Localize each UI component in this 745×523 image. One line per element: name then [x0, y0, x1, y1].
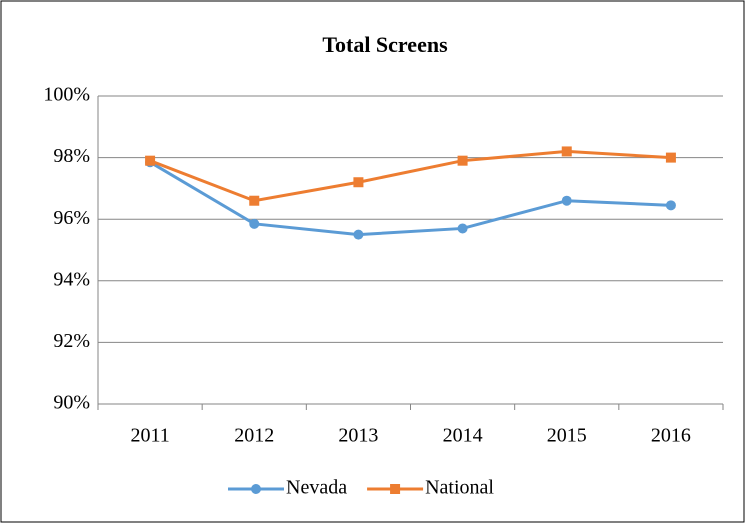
legend-label: National	[425, 477, 494, 499]
y-tick-label: 94%	[53, 268, 90, 290]
data-point	[561, 146, 572, 157]
y-tick-label: 92%	[53, 330, 90, 352]
y-tick-label: 98%	[53, 145, 90, 167]
series-line	[149, 160, 671, 237]
data-point	[665, 152, 676, 163]
data-point	[457, 155, 468, 166]
chart-title: Total Screens	[322, 32, 448, 57]
x-tick-label: 2015	[547, 425, 587, 447]
data-point	[457, 223, 468, 234]
data-point	[249, 195, 260, 206]
x-tick-label: 2016	[651, 425, 691, 447]
data-point	[353, 177, 364, 188]
y-tick-label: 96%	[53, 207, 90, 229]
legend-marker	[390, 484, 401, 494]
x-tick-label: 2013	[338, 425, 378, 447]
data-point	[145, 155, 156, 166]
data-point	[249, 218, 260, 229]
y-tick-label: 100%	[43, 84, 90, 106]
data-point	[561, 195, 572, 206]
y-tick-label: 90%	[53, 392, 90, 414]
legend-marker	[251, 484, 261, 494]
x-tick-label: 2012	[234, 425, 274, 447]
x-tick-label: 2011	[130, 425, 169, 447]
data-point	[353, 229, 364, 240]
series-line	[149, 149, 672, 203]
x-tick-label: 2014	[443, 425, 483, 447]
data-point	[665, 200, 676, 211]
legend-label: Nevada	[286, 477, 347, 499]
